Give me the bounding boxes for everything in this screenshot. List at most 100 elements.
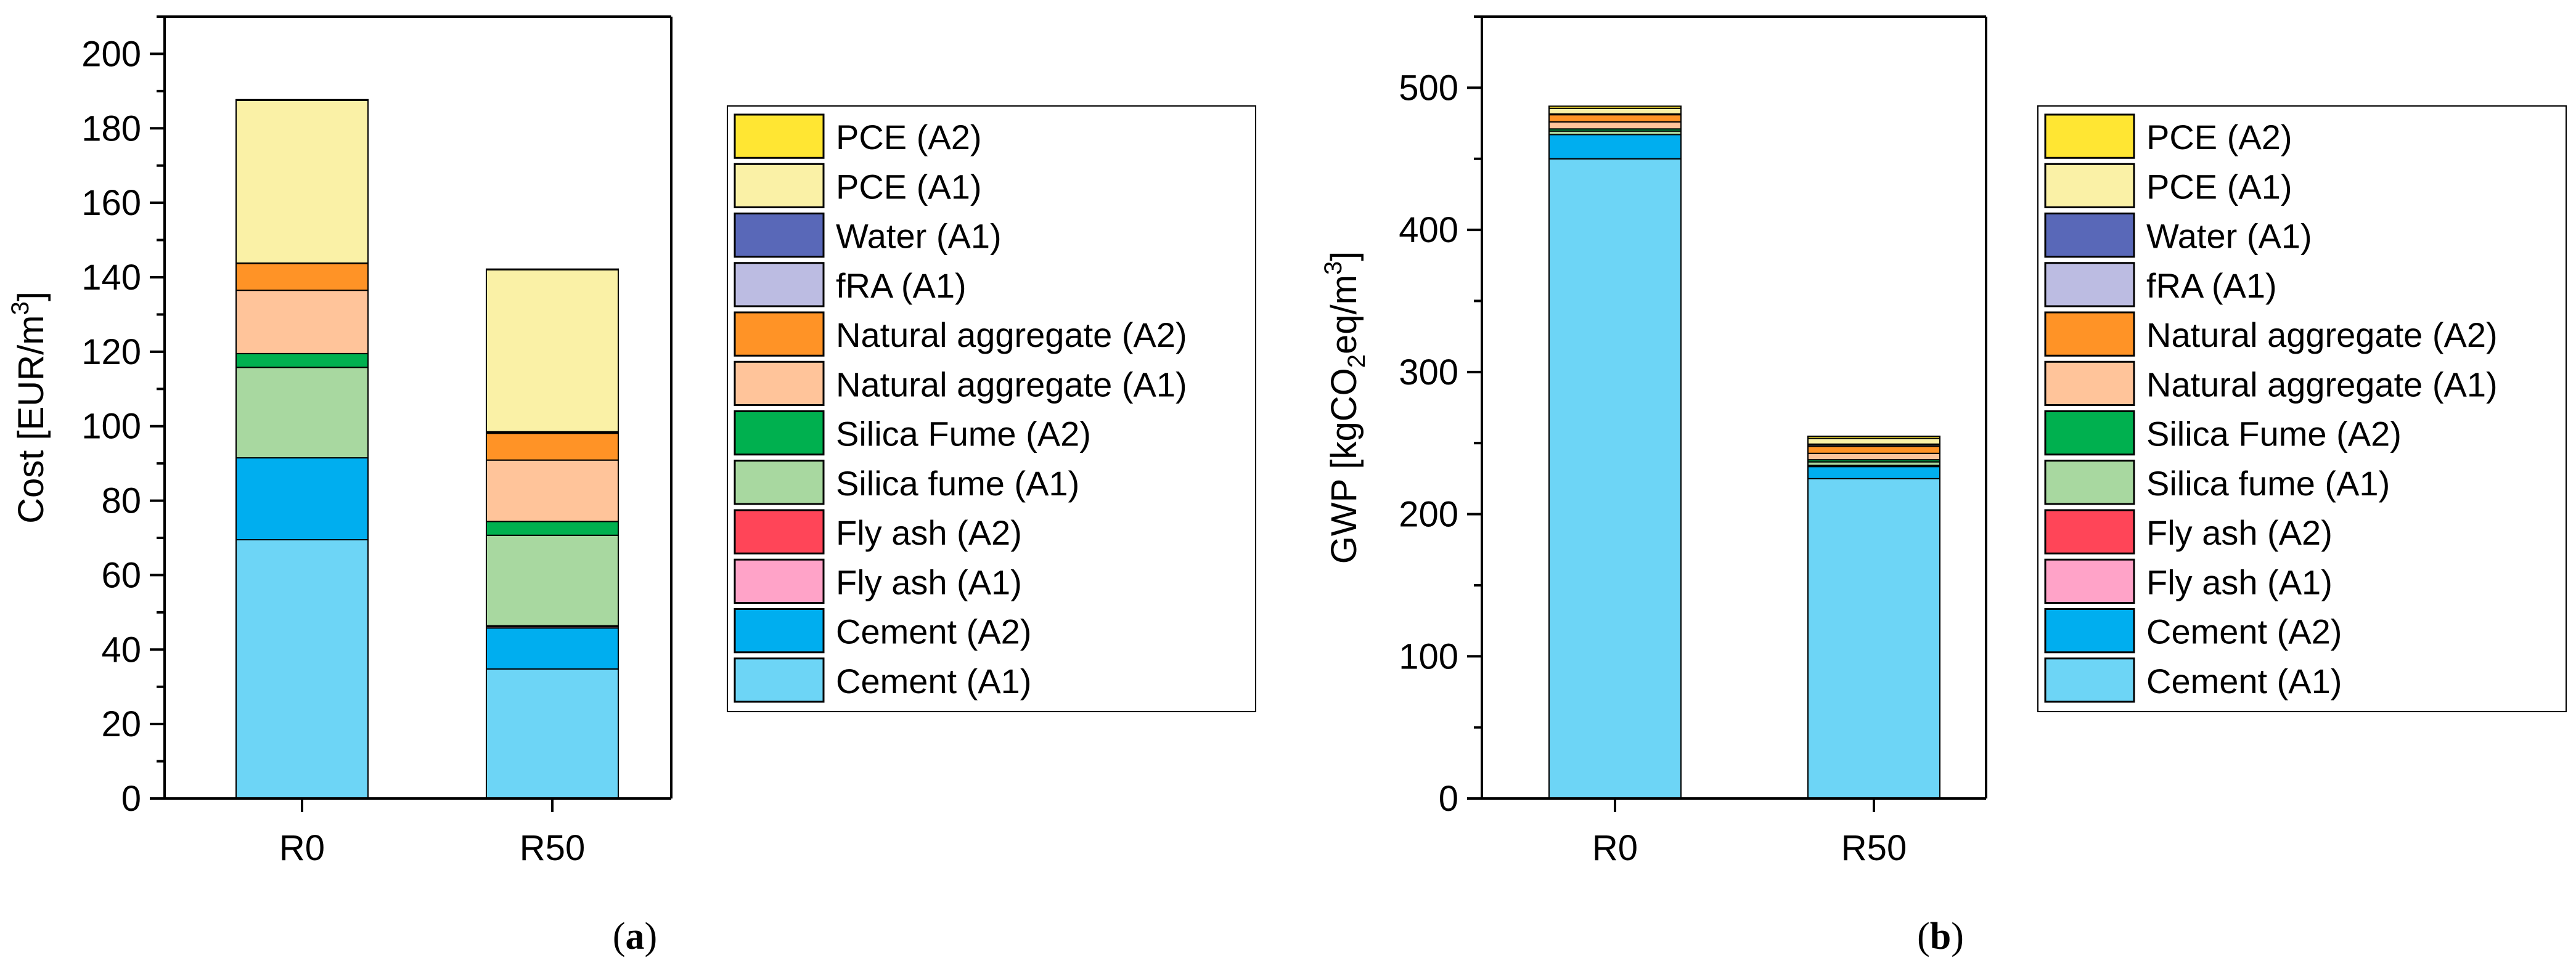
legend-label-natural-aggregate-a2: Natural aggregate (A2) — [2146, 315, 2498, 354]
panel-caption-paren-close: ) — [645, 916, 658, 957]
bar-segment-r50-cement-a2 — [486, 627, 619, 670]
x-tick-label-r0: R0 — [1592, 828, 1638, 868]
y-tick-label-500: 500 — [1399, 68, 1458, 108]
y-tick-label-100: 100 — [1399, 636, 1458, 676]
legend-swatch-water-a1 — [2044, 213, 2135, 258]
y-axis-label-text: GWP [kgCO — [1324, 368, 1364, 564]
bar-segment-r50-natural-aggregate-a1 — [486, 459, 619, 522]
legend-label-cement-a1: Cement (A1) — [836, 662, 1031, 701]
panel-caption-paren-close: ) — [1951, 916, 1964, 957]
legend-swatch-pce-a1 — [734, 163, 825, 208]
legend-swatch-pce-a2 — [2044, 113, 2135, 159]
bar-segment-r0-pce-a1 — [235, 99, 369, 264]
bar-segment-r0-pce-a1 — [1548, 107, 1682, 115]
legend-swatch-cement-a2 — [2044, 608, 2135, 654]
y-tick-label-0: 0 — [1439, 779, 1458, 819]
y-axis-label: Cost [EUR/m3] — [7, 291, 51, 524]
legend-swatch-silica-fume-a2 — [734, 410, 825, 456]
legend-label-natural-aggregate-a2: Natural aggregate (A2) — [836, 315, 1187, 354]
bar-segment-r0-cement-a2 — [1548, 134, 1682, 160]
y-tick-label-20: 20 — [101, 704, 141, 744]
legend-label-fly-ash-a2: Fly ash (A2) — [2146, 513, 2333, 552]
bar-segment-r0-natural-aggregate-a1 — [1548, 121, 1682, 130]
legend-label-natural-aggregate-a1: Natural aggregate (A1) — [836, 365, 1187, 404]
legend-label-pce-a2: PCE (A2) — [2146, 118, 2292, 156]
bar-segment-r50-natural-aggregate-a2 — [486, 433, 619, 461]
legend-swatch-natural-aggregate-a1 — [2044, 360, 2135, 406]
bar-segment-r50-pce-a1 — [1807, 437, 1940, 445]
panel-b-chart: R0 R50 0 100 200 300 400 500 GWP [kgCO2eq/m3] PCE… — [1320, 15, 2567, 957]
y-tick-label-160: 160 — [81, 183, 141, 223]
bar-segment-r0-silica-fume-a1 — [235, 367, 369, 459]
y-axis-label: GWP [kgCO2eq/m3] — [1320, 251, 1370, 564]
bar-segment-r0-natural-aggregate-a2 — [1548, 114, 1682, 123]
legend-swatch-silica-fume-a1 — [734, 460, 825, 505]
legend-swatch-natural-aggregate-a2 — [2044, 311, 2135, 357]
panel-caption-letter: a — [626, 916, 645, 957]
bar-segment-r50-cement-a2 — [1807, 466, 1940, 479]
legend-label-pce-a1: PCE (A1) — [2146, 167, 2292, 206]
legend-swatch-fra-a1 — [2044, 262, 2135, 307]
y-tick-label-120: 120 — [81, 332, 141, 372]
legend-label-natural-aggregate-a1: Natural aggregate (A1) — [2146, 365, 2498, 404]
bar-segment-r50-pce-a2 — [1807, 436, 1940, 439]
legend-swatch-fly-ash-a2 — [734, 509, 825, 555]
legend-swatch-natural-aggregate-a2 — [734, 311, 825, 357]
y-axis-label-subscript: 2 — [1343, 354, 1370, 368]
bar-segment-r50-natural-aggregate-a2 — [1807, 445, 1940, 454]
legend-label-silica-fume-a1: Silica fume (A1) — [2146, 464, 2390, 503]
legend-swatch-fly-ash-a1 — [2044, 558, 2135, 604]
bar-segment-r50-pce-a1 — [486, 269, 619, 433]
legend-label-silica-fume-a2: Silica Fume (A2) — [2146, 415, 2402, 453]
bar-segment-r50-pce-a2 — [486, 268, 619, 270]
legend-swatch-water-a1 — [734, 213, 825, 258]
bar-segment-r0-cement-a2 — [235, 457, 369, 541]
y-axis-label-text: eq/m — [1324, 275, 1364, 354]
legend-label-fra-a1: fRA (A1) — [2146, 266, 2277, 305]
bar-segment-r50-natural-aggregate-a1 — [1807, 452, 1940, 461]
bar-segment-r50-cement-a1 — [486, 668, 619, 800]
y-tick-label-180: 180 — [81, 108, 141, 148]
legend-label-cement-a2: Cement (A2) — [2146, 612, 2342, 651]
x-tick-label-r50: R50 — [1841, 828, 1907, 868]
y-tick-label-60: 60 — [101, 555, 141, 595]
bar-segment-r0-natural-aggregate-a1 — [235, 290, 369, 354]
bar-segment-r0-cement-a1 — [1548, 158, 1682, 799]
y-tick-label-40: 40 — [101, 630, 141, 670]
bar-segment-r0-natural-aggregate-a2 — [235, 262, 369, 291]
y-tick-label-80: 80 — [101, 481, 141, 521]
legend-swatch-cement-a1 — [2044, 657, 2135, 703]
bar-segment-r50-cement-a1 — [1807, 477, 1940, 799]
panel-caption-paren-open: ( — [1917, 916, 1930, 957]
y-axis-label-text: Cost [EUR/m — [11, 315, 51, 524]
legend-swatch-pce-a2 — [734, 113, 825, 159]
y-tick-label-140: 140 — [81, 258, 141, 298]
y-axis-label-superscript: 3 — [1320, 261, 1347, 275]
legend-label-pce-a1: PCE (A1) — [836, 167, 982, 206]
bar-segment-r0-pce-a2 — [1548, 105, 1682, 109]
y-axis-label-text: ] — [11, 291, 51, 301]
y-tick-label-400: 400 — [1399, 210, 1458, 250]
y-tick-label-200: 200 — [81, 34, 141, 74]
legend-swatch-pce-a1 — [2044, 163, 2135, 208]
panel-caption-a: (a) — [613, 916, 657, 957]
legend-label-silica-fume-a2: Silica Fume (A2) — [836, 415, 1091, 453]
legend-label-cement-a2: Cement (A2) — [836, 612, 1031, 651]
x-tick-label-r50: R50 — [520, 828, 585, 868]
legend-label-water-a1: Water (A1) — [836, 217, 1002, 256]
panel-caption-paren-open: ( — [613, 916, 626, 957]
bar-segment-r0-silica-fume-a2 — [235, 352, 369, 368]
legend-swatch-fly-ash-a1 — [734, 558, 825, 604]
bar-segment-r50-silica-fume-a1 — [486, 534, 619, 627]
legend-swatch-cement-a1 — [734, 657, 825, 703]
x-tick-label-r0: R0 — [279, 828, 325, 868]
y-tick-label-100: 100 — [81, 407, 141, 447]
legend-label-fra-a1: fRA (A1) — [836, 266, 967, 305]
legend-swatch-fra-a1 — [734, 262, 825, 307]
legend-label-cement-a1: Cement (A1) — [2146, 662, 2342, 701]
legend-label-fly-ash-a1: Fly ash (A1) — [836, 563, 1022, 601]
bar-segment-r50-silica-fume-a2 — [486, 521, 619, 536]
y-tick-label-300: 300 — [1399, 352, 1458, 392]
legend-swatch-silica-fume-a2 — [2044, 410, 2135, 456]
